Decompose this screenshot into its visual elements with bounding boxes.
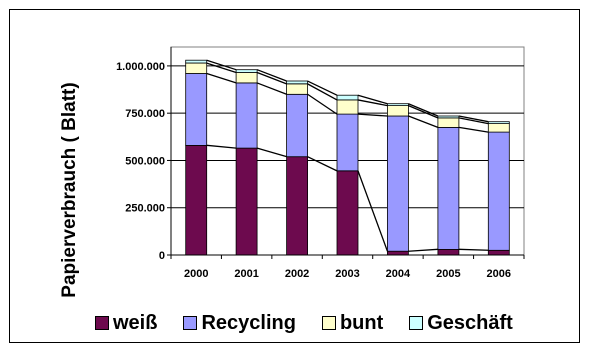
connector-series-0-4 [408,248,438,252]
connector-series-3-5 [458,115,489,123]
y-axis-label: Papierverbrauch ( Blatt) [59,82,80,297]
bar-2005-series-3 [437,115,460,119]
legend-label-1: Recycling [201,311,296,334]
connector-series-2-0 [206,62,237,74]
y-tick-label-0: 0 [159,250,165,262]
bar-2001-series-1 [235,82,258,149]
bar-2006-series-2 [487,123,510,133]
connector-series-2-3 [357,99,388,107]
bar-2001-series-0 [235,147,258,256]
legend-item-1: Recycling [183,311,296,335]
bar-2002-series-0 [286,156,309,256]
x-tick-label-2000: 2000 [184,268,208,280]
legend-swatch-1 [183,316,198,330]
connector-series-1-0 [206,72,237,84]
connector-series-1-1 [256,82,287,95]
bar-2006-series-3 [487,121,510,124]
legend-swatch-3 [409,316,424,330]
connector-series-3-4 [408,103,439,117]
connector-series-3-2 [307,80,338,96]
bar-2005-series-0 [437,248,460,256]
bar-2003-series-2 [336,99,359,115]
connector-series-1-5 [458,126,489,133]
bar-2006-series-0 [487,249,510,256]
bar-2002-series-2 [286,83,309,95]
bar-2004-series-3 [386,103,409,106]
bar-2004-series-1 [386,115,409,252]
bar-2003-series-1 [336,113,359,172]
bar-2005-series-1 [437,127,460,250]
connector-lines [206,59,489,252]
connector-series-0-3 [357,170,389,252]
connector-series-3-3 [357,94,388,105]
legend-label-2: bunt [339,311,384,334]
legend-swatch-2 [321,316,336,330]
legend-item-2: bunt [321,311,384,335]
connector-series-0-2 [307,156,338,172]
connector-series-2-4 [408,105,439,119]
x-tick-label-2006: 2006 [487,268,511,280]
connector-series-1-3 [357,113,388,117]
bars [185,59,510,256]
y-tick-label-4: 1.000.000 [116,61,165,73]
x-tick-label-2003: 2003 [335,268,359,280]
bar-2003-series-3 [336,94,359,101]
bar-2003-series-0 [336,170,359,256]
legend-item-0: weiß [95,312,157,335]
bar-2004-series-0 [386,250,409,256]
bar-2000-series-0 [185,144,208,256]
connector-series-0-5 [458,248,489,251]
y-tick-labels: 0 250.000 500.000 750.000 1.000.000 [116,61,165,262]
connector-series-3-1 [256,69,287,82]
x-tick-label-2004: 2004 [386,268,411,280]
connector-series-2-2 [307,83,338,101]
bar-2000-series-1 [185,73,208,146]
bar-2000-series-3 [185,59,208,64]
bar-2000-series-2 [185,62,208,74]
legend-label-0: weiß [113,311,158,334]
y-tick-label-3: 750.000 [125,108,165,120]
x-tick-label-2002: 2002 [285,268,309,280]
legend-label-3: Geschäft [427,311,513,334]
connector-series-1-2 [307,93,338,115]
bar-2002-series-3 [286,80,309,85]
connector-series-1-4 [408,115,439,128]
connector-series-0-1 [256,147,287,158]
x-tick-label-2005: 2005 [436,268,460,280]
bar-2002-series-1 [286,93,309,158]
y-tick-label-2: 500.000 [125,155,165,167]
y-tick-label-1: 250.000 [125,203,165,215]
bar-2005-series-2 [437,117,460,128]
legend-item-3: Geschäft [409,312,513,335]
bar-2001-series-3 [235,69,258,73]
x-tick-label-2001: 2001 [234,268,258,280]
x-tick-labels: 2000 2001 2002 2003 2004 2005 2006 [184,268,511,280]
connector-series-0-0 [206,144,237,149]
bar-2006-series-1 [487,131,510,251]
legend-swatch-0 [95,316,109,330]
connector-series-2-1 [256,71,287,85]
connector-series-2-5 [458,117,489,125]
legend: weiß Recycling bunt Geschäft [95,310,539,336]
bar-2001-series-2 [235,72,258,84]
connector-series-3-0 [206,59,237,71]
bar-2004-series-2 [386,105,409,117]
axes [167,47,525,259]
